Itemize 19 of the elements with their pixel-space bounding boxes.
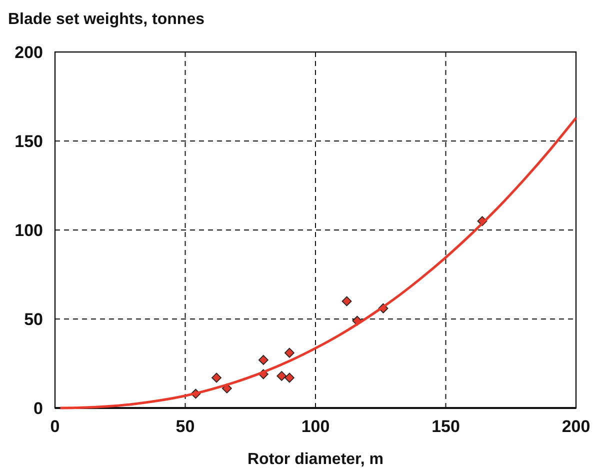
point: [212, 372, 222, 383]
x-tick-label: 50: [176, 417, 195, 436]
point: [284, 372, 294, 383]
y-tick-label: 0: [34, 399, 43, 418]
point: [258, 354, 268, 365]
y-tick-label: 150: [14, 132, 43, 151]
y-tick-label: 100: [14, 221, 43, 240]
point: [284, 348, 294, 358]
x-axis-title: Rotor diameter, m: [247, 451, 384, 468]
chart-title: Blade set weights, tonnes: [8, 11, 205, 28]
line-series: [58, 116, 578, 410]
x-tick-label: 100: [301, 417, 330, 436]
point: [276, 371, 287, 381]
y-tick-label: 200: [14, 43, 43, 62]
y-tick-label: 50: [24, 310, 43, 329]
x-tick-label: 150: [432, 417, 460, 436]
x-tick-label: 0: [50, 417, 60, 436]
point: [342, 296, 352, 306]
x-tick-label: 200: [562, 417, 590, 436]
